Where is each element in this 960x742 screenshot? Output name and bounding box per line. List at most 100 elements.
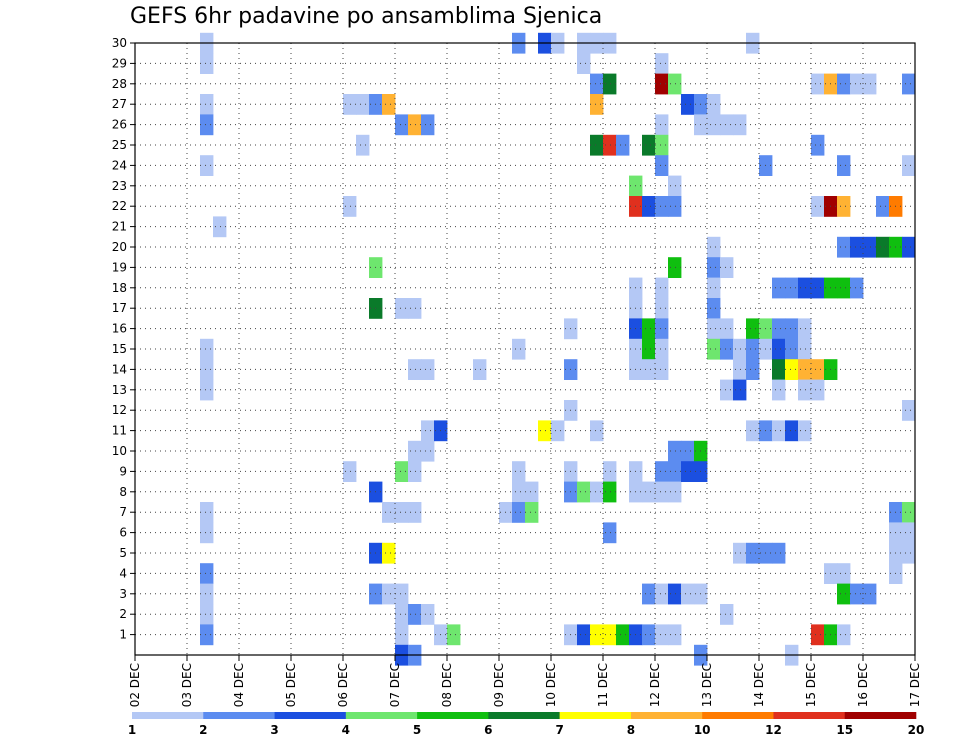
heatmap-cell bbox=[200, 604, 214, 625]
heatmap-cell bbox=[200, 338, 214, 360]
x-tick-label: 02 DEC bbox=[128, 663, 142, 707]
heatmap-cell bbox=[538, 420, 552, 442]
x-tick-label: 12 DEC bbox=[648, 663, 662, 707]
heatmap-cell bbox=[902, 542, 916, 564]
heatmap-cell bbox=[200, 94, 214, 115]
heatmap-cell bbox=[902, 236, 916, 258]
heatmap-cell bbox=[421, 440, 435, 462]
heatmap-cell bbox=[668, 196, 682, 217]
heatmap-cell bbox=[902, 502, 916, 523]
heatmap-cell bbox=[395, 624, 409, 646]
heatmap-cell bbox=[408, 440, 422, 462]
y-tick-label: 26 bbox=[112, 118, 127, 132]
y-tick-label: 23 bbox=[112, 179, 127, 193]
heatmap-cell bbox=[798, 420, 812, 442]
heatmap-cell bbox=[863, 236, 877, 258]
heatmap-cell bbox=[525, 502, 539, 523]
y-tick-label: 5 bbox=[119, 546, 127, 560]
heatmap-cell bbox=[603, 522, 617, 544]
heatmap-cell bbox=[655, 359, 669, 380]
heatmap-cell bbox=[577, 53, 591, 74]
x-tick-label: 07 DEC bbox=[388, 663, 402, 707]
y-tick-label: 20 bbox=[112, 240, 127, 254]
heatmap-cell bbox=[603, 481, 617, 503]
heatmap-cell bbox=[395, 114, 409, 136]
colorbar-swatch bbox=[203, 712, 275, 719]
heatmap-cell bbox=[655, 624, 669, 646]
heatmap-cell bbox=[200, 563, 214, 584]
heatmap-cell bbox=[733, 114, 747, 136]
heatmap-cell bbox=[811, 134, 825, 156]
y-tick-label: 12 bbox=[112, 403, 127, 417]
colorbar-label: 8 bbox=[627, 723, 635, 737]
heatmap-cell bbox=[655, 134, 669, 156]
heatmap-cell bbox=[681, 440, 695, 462]
heatmap-cell bbox=[655, 155, 669, 176]
heatmap-cell bbox=[590, 420, 604, 442]
heatmap-cell bbox=[408, 461, 422, 482]
heatmap-cell bbox=[421, 359, 435, 380]
heatmap-cell bbox=[408, 298, 422, 319]
heatmap-cell bbox=[642, 583, 656, 605]
heatmap-cell bbox=[733, 338, 747, 360]
heatmap-cell bbox=[655, 461, 669, 482]
x-tick-label: 05 DEC bbox=[284, 663, 298, 707]
heatmap-cell bbox=[200, 114, 214, 136]
heatmap-cell bbox=[603, 461, 617, 482]
heatmap-cell bbox=[681, 94, 695, 115]
heatmap-cell bbox=[837, 196, 851, 217]
heatmap-cell bbox=[512, 338, 526, 360]
colorbar-label: 20 bbox=[908, 723, 925, 737]
heatmap-cell bbox=[902, 155, 916, 176]
heatmap-cell bbox=[512, 502, 526, 523]
heatmap-cell bbox=[356, 134, 370, 156]
heatmap-cell bbox=[811, 73, 825, 95]
heatmap-cell bbox=[902, 522, 916, 544]
heatmap-cell bbox=[850, 73, 864, 95]
heatmap-cell bbox=[746, 542, 760, 564]
x-tick-label: 13 DEC bbox=[700, 663, 714, 707]
y-tick-label: 13 bbox=[112, 383, 127, 397]
heatmap-cell bbox=[603, 624, 617, 646]
heatmap-cell bbox=[772, 379, 786, 401]
colorbar-label: 5 bbox=[413, 723, 421, 737]
heatmap-cell bbox=[655, 114, 669, 136]
heatmap-cell bbox=[356, 94, 370, 115]
heatmap-cell bbox=[707, 338, 721, 360]
heatmap-cell bbox=[850, 236, 864, 258]
colorbar-swatch bbox=[488, 712, 560, 719]
colorbar-swatch bbox=[132, 712, 204, 719]
heatmap-cell bbox=[772, 338, 786, 360]
heatmap-cell bbox=[785, 359, 799, 380]
y-tick-label: 11 bbox=[112, 424, 127, 438]
heatmap-cell bbox=[733, 542, 747, 564]
heatmap-cell bbox=[382, 94, 396, 115]
y-tick-label: 7 bbox=[119, 505, 127, 519]
heatmap-cell bbox=[421, 604, 435, 625]
heatmap-cell bbox=[720, 604, 734, 625]
heatmap-cell bbox=[200, 522, 214, 544]
heatmap-cell bbox=[616, 134, 630, 156]
heatmap-cell bbox=[408, 604, 422, 625]
heatmap-cell bbox=[421, 420, 435, 442]
y-tick-label: 16 bbox=[112, 322, 127, 336]
heatmap-cell bbox=[551, 420, 565, 442]
heatmap-cell bbox=[382, 542, 396, 564]
heatmap-cell bbox=[720, 379, 734, 401]
heatmap-cell bbox=[642, 338, 656, 360]
heatmap-cell bbox=[772, 542, 786, 564]
heatmap-cell bbox=[642, 134, 656, 156]
colorbar-label: 15 bbox=[836, 723, 853, 737]
heatmap-cell bbox=[655, 277, 669, 299]
heatmap-cell bbox=[343, 196, 357, 217]
heatmap-cell bbox=[811, 359, 825, 380]
x-tick-label: 03 DEC bbox=[180, 663, 194, 707]
colorbar-swatch bbox=[844, 712, 917, 719]
colorbar-swatch bbox=[559, 712, 632, 719]
heatmap-cell bbox=[785, 277, 799, 299]
colorbar-label: 4 bbox=[342, 723, 350, 737]
heatmap-cell bbox=[811, 624, 825, 646]
heatmap-cell bbox=[642, 481, 656, 503]
colorbar-label: 10 bbox=[694, 723, 711, 737]
heatmap-cell bbox=[603, 134, 617, 156]
